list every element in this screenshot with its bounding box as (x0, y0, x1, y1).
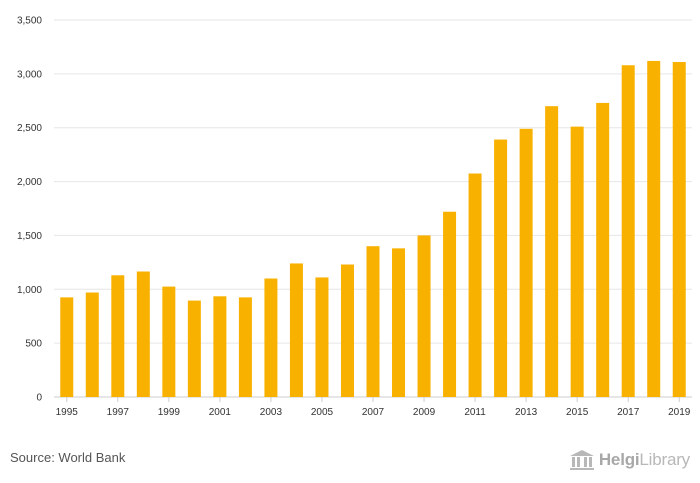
bar-2004[interactable] (289, 263, 303, 397)
x-tick-label: 2007 (362, 407, 385, 418)
bars (60, 60, 686, 398)
bar-2009[interactable] (417, 235, 431, 397)
x-tick-label: 2011 (464, 407, 486, 418)
bar-1998[interactable] (136, 271, 150, 397)
bar-2016[interactable] (596, 102, 610, 397)
logo-text: HelgiLibrary (599, 450, 690, 470)
bar-2012[interactable] (494, 139, 508, 397)
y-axis-tick-labels: 0 500 1,000 1,500 2,000 2,500 3,000 3,500 (17, 16, 42, 404)
y-tick-label: 500 (25, 339, 42, 350)
bar-2013[interactable] (519, 128, 533, 397)
bar-2008[interactable] (392, 248, 406, 397)
chart-footer: Source: World Bank HelgiLibrary (0, 440, 700, 483)
x-tick-label: 2005 (311, 407, 334, 418)
x-tick-label: 2009 (413, 407, 436, 418)
x-axis-tick-labels: 1995 1997 1999 2001 2003 2005 2007 2009 2011 2013… (56, 397, 691, 418)
bar-2000[interactable] (187, 300, 201, 397)
source-label: Source: World Bank (10, 450, 126, 465)
x-tick-label: 2015 (566, 407, 589, 418)
bar-2003[interactable] (264, 278, 278, 397)
bar-1996[interactable] (85, 292, 99, 397)
bar-2011[interactable] (468, 173, 482, 397)
x-tick-label: 1999 (158, 407, 181, 418)
y-tick-label: 3,000 (17, 69, 42, 80)
x-tick-label: 2017 (617, 407, 640, 418)
bar-2015[interactable] (570, 126, 584, 397)
bar-2014[interactable] (545, 106, 559, 398)
x-tick-label: 2019 (668, 407, 691, 418)
x-tick-label: 2013 (515, 407, 538, 418)
y-tick-label: 1,000 (17, 285, 42, 296)
bar-1997[interactable] (111, 275, 125, 397)
y-tick-label: 1,500 (17, 231, 42, 242)
bar-2017[interactable] (621, 65, 635, 398)
helgi-library-logo[interactable]: HelgiLibrary (569, 446, 690, 474)
bar-2006[interactable] (340, 264, 354, 397)
x-tick-label: 1995 (56, 407, 79, 418)
y-tick-label: 3,500 (17, 16, 42, 27)
y-tick-label: 2,500 (17, 123, 42, 134)
bar-2002[interactable] (238, 297, 252, 397)
bar-2010[interactable] (443, 211, 457, 397)
bar-2019[interactable] (672, 62, 686, 397)
logo-main: Helgi (598, 450, 640, 469)
x-tick-label: 2001 (209, 407, 232, 418)
bar-2018[interactable] (647, 60, 661, 397)
y-tick-label: 0 (36, 393, 42, 404)
bar-2005[interactable] (315, 277, 329, 397)
logo-sub: Library (639, 450, 690, 469)
library-building-icon (569, 450, 594, 470)
x-tick-label: 2003 (260, 407, 283, 418)
bar-2007[interactable] (366, 246, 380, 397)
bar-1995[interactable] (60, 297, 74, 397)
bar-1999[interactable] (162, 286, 176, 397)
bar-2001[interactable] (213, 296, 227, 397)
y-tick-label: 2,000 (17, 177, 42, 188)
x-tick-label: 1997 (107, 407, 130, 418)
